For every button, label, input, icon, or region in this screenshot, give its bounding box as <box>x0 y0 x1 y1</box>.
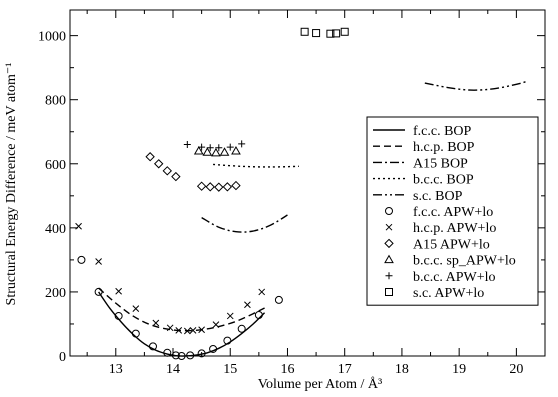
point-h-c-p-apw-lo <box>115 287 122 295</box>
point-h-c-p-apw-lo <box>258 288 266 296</box>
point-a15-apw-lo <box>222 182 233 192</box>
point-f-c-c-apw-lo <box>197 349 206 358</box>
y-tick-label: 200 <box>45 286 66 301</box>
legend-label-a15-apw-lo: A15 APW+lo <box>413 237 490 252</box>
plot-frame <box>69 9 546 357</box>
point-b-c-c-apw-lo <box>198 143 206 151</box>
point-f-c-c-apw-lo <box>209 344 218 353</box>
x-tick-label: 14 <box>166 362 180 377</box>
point-h-c-p-apw-lo <box>198 326 205 334</box>
point-f-c-c-apw-lo <box>237 324 246 333</box>
point-a15-apw-lo <box>196 181 207 191</box>
point-b-c-c-apw-lo <box>183 141 191 149</box>
legend-label-f-c-c-apw-lo: f.c.c. APW+lo <box>413 205 493 220</box>
point-h-c-p-apw-lo <box>132 305 140 312</box>
legend-box <box>366 116 539 306</box>
point-f-c-c-apw-lo <box>274 295 283 304</box>
legend-label-h-c-p-apw-lo: h.c.p. APW+lo <box>413 221 496 236</box>
x-tick-label: 18 <box>395 362 409 377</box>
y-tick-label: 0 <box>59 350 66 365</box>
point-h-c-p-apw-lo <box>183 327 191 335</box>
point-f-c-c-apw-lo <box>148 342 157 351</box>
point-a15-apw-lo <box>145 152 155 162</box>
legend-label-a15-bop: A15 BOP <box>413 156 468 171</box>
point-b-c-c-apw-lo <box>238 140 246 148</box>
point-h-c-p-apw-lo <box>95 258 102 265</box>
point-f-c-c-apw-lo <box>77 255 86 264</box>
x-tick-label: 13 <box>109 362 123 377</box>
point-s-c-apw-lo <box>300 27 309 36</box>
x-tick-label: 16 <box>280 362 294 377</box>
legend-label-f-c-c-bop: f.c.c. BOP <box>413 124 472 139</box>
point-b-c-c-apw-lo <box>206 144 214 152</box>
x-tick-label: 20 <box>509 362 523 377</box>
x-tick-label: 19 <box>452 362 466 377</box>
legend-label-b-c-c-bop: b.c.c. BOP <box>413 173 474 188</box>
point-h-c-p-apw-lo <box>152 319 160 327</box>
point-f-c-c-apw-lo <box>131 329 140 338</box>
legend-swatch-a15-apw-lo <box>384 238 394 249</box>
point-f-c-c-apw-lo <box>171 351 180 360</box>
point-h-c-p-apw-lo <box>244 301 251 309</box>
legend-swatch-f-c-c-apw-lo <box>385 207 393 215</box>
x-tick-label: 15 <box>223 362 237 377</box>
legend-swatch-b-c-c-sp-apw-lo <box>384 254 394 264</box>
point-b-c-c-sp-apw-lo <box>231 145 241 155</box>
point-s-c-apw-lo <box>326 29 335 38</box>
point-b-c-c-sp-apw-lo <box>193 145 204 155</box>
legend-label-h-c-p-bop: h.c.p. BOP <box>413 140 475 155</box>
legend-swatch-h-c-p-apw-lo <box>385 223 393 231</box>
series-line-s-c-bop <box>424 80 529 91</box>
point-h-c-p-apw-lo <box>189 327 197 334</box>
y-tick-label: 600 <box>45 158 66 173</box>
legend-label-s-c-apw-lo: s.c. APW+lo <box>413 286 484 301</box>
series-line-b-c-c-bop <box>213 163 299 168</box>
legend-label-b-c-c-sp-apw-lo: b.c.c. sp_APW+lo <box>413 254 516 269</box>
y-tick-label: 1000 <box>38 30 66 45</box>
point-h-c-p-apw-lo <box>212 321 220 328</box>
series-line-a15-bop <box>201 214 288 233</box>
point-a15-apw-lo <box>171 171 181 182</box>
point-f-c-c-apw-lo <box>223 336 232 345</box>
point-s-c-apw-lo <box>340 27 349 36</box>
series-line-h-c-p-bop <box>98 287 265 332</box>
point-s-c-apw-lo <box>332 29 341 38</box>
point-b-c-c-sp-apw-lo <box>202 147 213 156</box>
point-a15-apw-lo <box>214 182 224 192</box>
point-b-c-c-sp-apw-lo <box>219 147 230 156</box>
point-h-c-p-apw-lo <box>166 324 174 332</box>
legend-swatch-b-c-c-apw-lo <box>385 272 393 280</box>
point-f-c-c-apw-lo <box>254 310 263 319</box>
point-a15-apw-lo <box>231 180 241 191</box>
point-h-c-p-apw-lo <box>226 312 234 320</box>
point-a15-apw-lo <box>153 159 164 169</box>
legend-swatch-s-c-apw-lo <box>385 288 393 296</box>
series-line-f-c-c-bop <box>98 291 266 357</box>
y-axis-label: Structural Energy Difference / meV atom⁻… <box>4 63 19 306</box>
legend-label-s-c-bop: s.c. BOP <box>413 189 463 204</box>
point-s-c-apw-lo <box>312 29 321 38</box>
y-tick-label: 800 <box>45 94 66 109</box>
point-b-c-c-apw-lo <box>226 143 234 151</box>
legend-label-b-c-c-apw-lo: b.c.c. APW+lo <box>413 270 496 285</box>
y-tick-label: 400 <box>45 222 66 237</box>
point-a15-apw-lo <box>205 182 215 192</box>
point-b-c-c-sp-apw-lo <box>211 147 221 157</box>
point-f-c-c-apw-lo <box>94 287 103 296</box>
x-axis-label: Volume per Atom / Å³ <box>258 376 383 392</box>
point-b-c-c-apw-lo <box>215 144 223 152</box>
point-a15-apw-lo <box>162 166 172 176</box>
point-f-c-c-apw-lo <box>186 351 195 360</box>
x-tick-label: 17 <box>338 362 352 377</box>
point-h-c-p-apw-lo <box>175 327 183 334</box>
point-f-c-c-apw-lo <box>114 311 123 320</box>
